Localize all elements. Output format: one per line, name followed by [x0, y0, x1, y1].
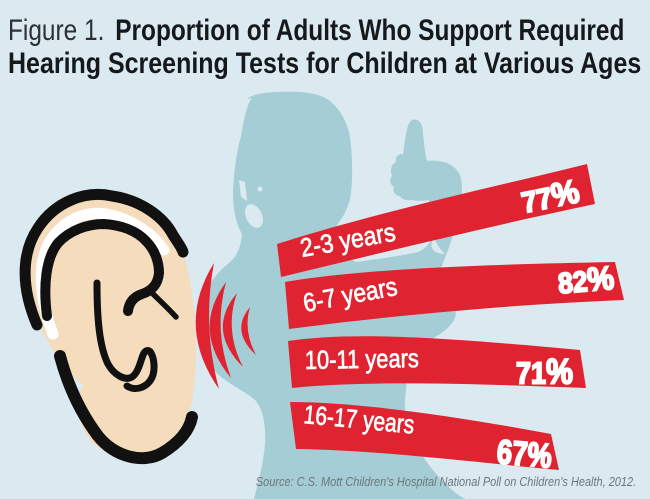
svg-text:71%: 71% [516, 353, 573, 392]
svg-text:10-11 years: 10-11 years [305, 343, 420, 375]
svg-text:67%: 67% [495, 433, 553, 476]
